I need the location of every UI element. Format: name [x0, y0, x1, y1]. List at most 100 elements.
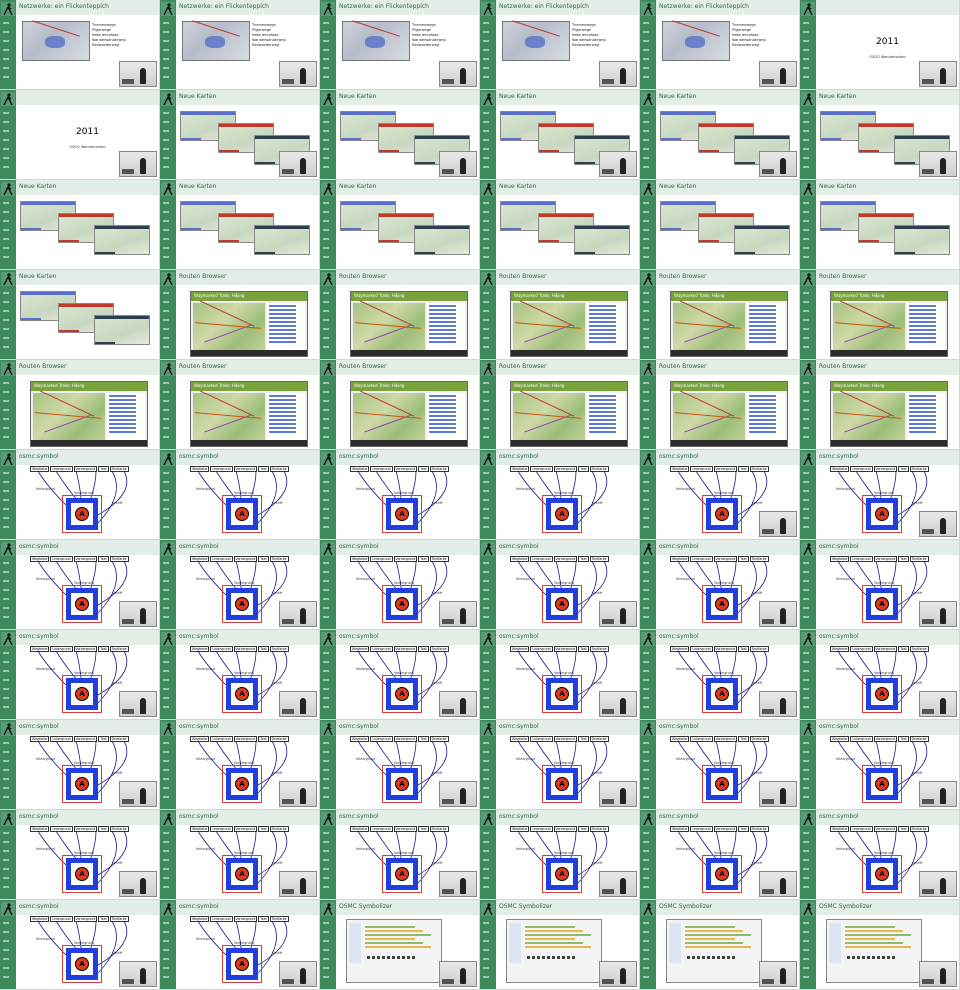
slide-thumbnail[interactable]: osmc:symbol Wegfarbe Untergrund Vordergrund… [160, 810, 320, 900]
slide-thumbnail[interactable]: osmc:symbol Wegfarbe Untergrund Vordergrund… [0, 900, 160, 990]
slide-thumbnail[interactable]: osmc:symbol Wegfarbe Untergrund Vordergrund… [480, 450, 640, 540]
slide-thumbnail[interactable]: osmc:symbol Wegfarbe Untergrund Vordergrund… [640, 450, 800, 540]
slide-thumbnail[interactable]: Neue Karten [640, 180, 800, 270]
slide-thumbnail[interactable]: Neue Karten [800, 90, 960, 180]
slide-thumbnail[interactable]: Routen Browser Waymarked Trails: Hiking [480, 360, 640, 450]
slide-thumbnail[interactable]: Neue Karten [640, 90, 800, 180]
sidebar-marker [483, 859, 489, 861]
slide-thumbnail[interactable]: osmc:symbol Wegfarbe Untergrund Vordergrund… [160, 450, 320, 540]
slide-thumbnail[interactable]: osmc:symbol Wegfarbe Untergrund Vordergrund… [320, 540, 480, 630]
route-list-row [749, 419, 776, 421]
slide-thumbnail[interactable]: osmc:symbol Wegfarbe Untergrund Vordergrund… [480, 810, 640, 900]
slide-thumbnail[interactable]: osmc:symbol Wegfarbe Untergrund Vordergrund… [640, 630, 800, 720]
slide-thumbnail[interactable]: osmc:symbol Wegfarbe Untergrund Vordergrund… [640, 720, 800, 810]
slide-thumbnail[interactable]: Neue Karten [0, 270, 160, 360]
slide-thumbnail[interactable]: Neue Karten [480, 180, 640, 270]
slide-thumbnail[interactable]: Routen Browser Waymarked Trails: Hiking [640, 360, 800, 450]
slide-thumbnail[interactable]: osmc:symbol Wegfarbe Untergrund Vordergrund… [480, 720, 640, 810]
slide-thumbnail[interactable]: osmc:symbol Wegfarbe Untergrund Vordergrund… [0, 540, 160, 630]
tag-foreground: Vordergrund [874, 671, 894, 675]
sidebar-marker [323, 490, 329, 492]
slide-thumbnail[interactable]: osmc:symbol Wegfarbe Untergrund Vordergrund… [320, 810, 480, 900]
slide-thumbnail[interactable]: Routen Browser Waymarked Trails: Hiking [320, 270, 480, 360]
sidebar-marker [3, 157, 9, 159]
slide-thumbnail[interactable]: Routen Browser Waymarked Trails: Hiking [0, 360, 160, 450]
slide-thumbnail[interactable]: osmc:symbol Wegfarbe Untergrund Vordergrund… [160, 900, 320, 990]
hiker-logo-icon [801, 451, 815, 466]
sidebar-marker [483, 508, 489, 510]
slide-thumbnail[interactable]: Routen Browser Waymarked Trails: Hiking [160, 360, 320, 450]
slide-content: Wegfarbe Untergrund Vordergrund Text Textfar… [816, 555, 959, 629]
card-footer [735, 162, 755, 164]
slide-thumbnail[interactable]: OSMC Symbolizer [640, 900, 800, 990]
slide-thumbnail[interactable]: Neue Karten [160, 180, 320, 270]
slide-thumbnail[interactable]: osmc:symbol Wegfarbe Untergrund Vordergrund… [0, 630, 160, 720]
slide-thumbnail[interactable]: Neue Karten [800, 180, 960, 270]
slide-thumbnail[interactable]: Neue Karten [0, 180, 160, 270]
sidebar-marker [323, 751, 329, 753]
sidebar-marker [3, 301, 9, 303]
slide-thumbnail[interactable]: osmc:symbol Wegfarbe Untergrund Vordergrund… [160, 630, 320, 720]
slide-thumbnail[interactable]: osmc:symbol Wegfarbe Untergrund Vordergrund… [320, 630, 480, 720]
slide-thumbnail[interactable]: OSMC Symbolizer [480, 900, 640, 990]
slide-thumbnail[interactable]: osmc:symbol Wegfarbe Untergrund Vordergrund… [800, 720, 960, 810]
slide-thumbnail[interactable]: Neue Karten [160, 90, 320, 180]
slide-thumbnail[interactable]: Routen Browser Waymarked Trails: Hiking [320, 360, 480, 450]
slide-thumbnail[interactable]: Routen Browser Waymarked Trails: Hiking [480, 270, 640, 360]
slide-thumbnail[interactable]: osmc:symbol Wegfarbe Untergrund Vordergrund… [160, 720, 320, 810]
slide-thumbnail[interactable]: osmc:symbol Wegfarbe Untergrund Vordergrund… [0, 810, 160, 900]
slide-thumbnail[interactable]: Routen Browser Waymarked Trails: Hiking [160, 270, 320, 360]
slide-thumbnail[interactable]: osmc:symbol Wegfarbe Untergrund Vordergrund… [800, 630, 960, 720]
slide-title: Routen Browser [819, 363, 867, 370]
slide-thumbnail[interactable]: OSMC Symbolizer [800, 900, 960, 990]
speaker-figure [140, 68, 146, 84]
slide-thumbnail[interactable]: osmc:symbol Wegfarbe Untergrund Vordergrund… [640, 540, 800, 630]
slide-thumbnail[interactable]: osmc:symbol Wegfarbe Untergrund Vordergrund… [480, 540, 640, 630]
slide-content [336, 195, 479, 269]
slide-thumbnail[interactable]: 2011 OSGO Wanderrouten [0, 90, 160, 180]
symbol-parts-labels: Wegfarbe Untergrund Vordergrund Text Textfar… [670, 556, 769, 562]
slide-thumbnail[interactable]: osmc:symbol Wegfarbe Untergrund Vordergrund… [800, 540, 960, 630]
slide-sidebar [0, 900, 16, 989]
sidebar-marker [803, 436, 809, 438]
slide-thumbnail[interactable]: Netzwerke: ein Flickenteppich Themenwege P… [480, 0, 640, 90]
slide-thumbnail[interactable]: osmc:symbol Wegfarbe Untergrund Vordergrund… [160, 540, 320, 630]
slide-thumbnail[interactable]: Neue Karten [320, 90, 480, 180]
symbol-part-label: Textfarbe [109, 916, 129, 922]
slide-thumbnail[interactable]: Netzwerke: ein Flickenteppich Themenwege P… [0, 0, 160, 90]
slide-thumbnail[interactable]: Netzwerke: ein Flickenteppich Themenwege P… [640, 0, 800, 90]
slide-title: Routen Browser [659, 363, 707, 370]
slide-thumbnail[interactable]: Netzwerke: ein Flickenteppich Themenwege P… [320, 0, 480, 90]
slide-thumbnail[interactable]: Routen Browser Waymarked Trails: Hiking [800, 270, 960, 360]
tag-background: Hintergrund [36, 487, 56, 491]
slide-thumbnail[interactable]: osmc:symbol Wegfarbe Untergrund Vordergrund… [640, 810, 800, 900]
slide-thumbnail[interactable]: Netzwerke: ein Flickenteppich Themenwege P… [160, 0, 320, 90]
slide-thumbnail[interactable]: osmc:symbol Wegfarbe Untergrund Vordergrund… [0, 450, 160, 540]
slide-thumbnail[interactable]: Neue Karten [320, 180, 480, 270]
slide-thumbnail[interactable]: osmc:symbol Wegfarbe Untergrund Vordergrund… [320, 450, 480, 540]
sidebar-marker [803, 481, 809, 483]
slide-thumbnail[interactable]: Routen Browser Waymarked Trails: Hiking [640, 270, 800, 360]
slide-thumbnail[interactable]: osmc:symbol Wegfarbe Untergrund Vordergrund… [800, 810, 960, 900]
slide-content: Wegfarbe Untergrund Vordergrund Text Textfar… [816, 825, 959, 899]
hiker-logo-icon [641, 451, 655, 466]
symbol-swatch [707, 956, 710, 959]
sidebar-marker [643, 436, 649, 438]
slide-thumbnail[interactable]: Routen Browser Waymarked Trails: Hiking [800, 360, 960, 450]
sidebar-marker [163, 832, 169, 834]
symbol-part-label: Textfarbe [589, 736, 609, 742]
symbol-frame [222, 495, 262, 533]
slide-thumbnail[interactable]: osmc:symbol Wegfarbe Untergrund Vordergrund… [320, 720, 480, 810]
slide-thumbnail[interactable]: OSMC Symbolizer [320, 900, 480, 990]
slide-thumbnail[interactable]: osmc:symbol Wegfarbe Untergrund Vordergrund… [0, 720, 160, 810]
symbol-part-label: Vordergrund [393, 646, 418, 652]
slide-thumbnail[interactable]: osmc:symbol Wegfarbe Untergrund Vordergrund… [800, 450, 960, 540]
route-browser-window: Waymarked Trails: Hiking [190, 291, 308, 357]
sidebar-marker [323, 247, 329, 249]
slide-thumbnail[interactable]: 2011 OSGO Wanderrouten [800, 0, 960, 90]
osmc-symbol-diagram: Wegfarbe Untergrund Vordergrund Text Textfar… [496, 735, 639, 809]
route-list-row [909, 395, 936, 397]
symbolizer-row [365, 930, 423, 932]
slide-thumbnail[interactable]: Neue Karten [480, 90, 640, 180]
slide-thumbnail[interactable]: osmc:symbol Wegfarbe Untergrund Vordergrund… [480, 630, 640, 720]
